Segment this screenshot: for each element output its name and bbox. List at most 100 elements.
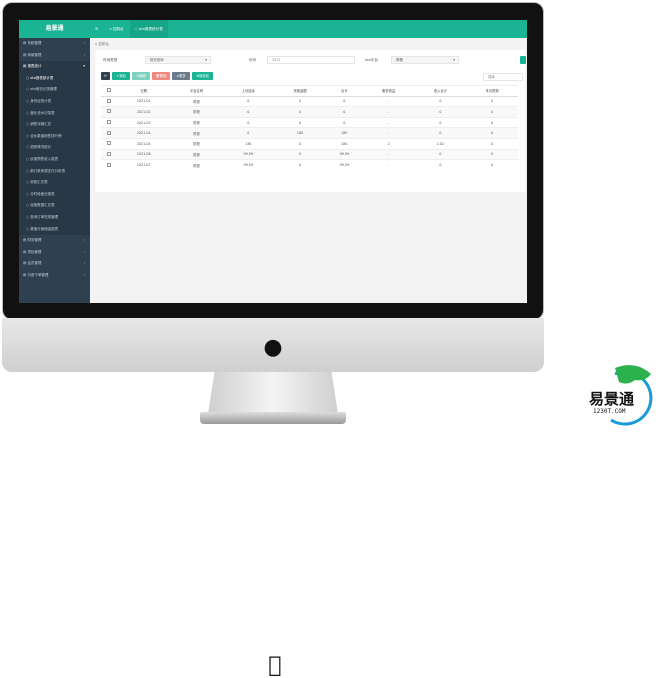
sidebar-subitem-13[interactable]: ○ 渠道分销佣金报表 [19,223,90,236]
column-header[interactable]: 本月提现 [466,85,518,97]
sidebar-bottom-item-1[interactable]: ▤ 项目管理 ‹ [19,247,90,259]
table-cell: - [362,95,415,107]
menu-icon: ○ [26,75,30,80]
sidebar-bottom-item-0[interactable]: ▤ 财务管理 ‹ [19,235,90,247]
table-cell: 99.59 [325,159,363,171]
sidebar-subitem-9[interactable]: ○ 房费汇总表 [19,177,90,189]
edit-button[interactable]: ✎编辑 [132,72,150,80]
menu-icon: ○ [26,191,30,196]
column-header[interactable]: 充值金额 [274,85,326,97]
chevron-icon: ‹ [83,272,85,277]
time-type-select[interactable]: 按月查询 ▾ [145,56,211,64]
chevron-icon: ‹ [83,261,85,266]
sidebar-item-0[interactable]: ▤ 系统管理 ‹ [19,38,90,50]
row-checkbox[interactable] [101,137,117,150]
add-button[interactable]: +添加 [112,72,130,80]
menu-label: 渠道分销佣金报表 [30,226,59,231]
table-cell: 99.99 [325,148,363,160]
table-cell: 2021-06 [116,148,171,160]
table-cell: 0 [414,159,467,171]
menu-label: 商城管理 [27,52,42,57]
menu-label: ota报表统计表 [30,75,54,80]
column-header[interactable]: 上月结余 [222,85,275,97]
delete-button[interactable]: 🗑删除 [152,72,170,80]
sidebar-subitem-10[interactable]: ○ 分时段营业报表 [19,188,90,201]
row-checkbox[interactable] [101,95,117,107]
more-button[interactable]: ≡更多 [172,72,190,80]
refresh-button[interactable]: ⟳ [101,72,110,80]
monitor-stand [208,372,338,414]
sidebar-subitem-7[interactable]: ○ 民宿预售收入报表 [19,153,90,166]
table-cell: 180 [325,137,363,150]
tab-ota-report[interactable]: ◌ ota报表统计表 [129,20,168,38]
sidebar-subitem-11[interactable]: ○ 经营数据汇总表 [19,200,90,212]
table-cell: 0 [222,127,275,139]
column-header[interactable]: 日期 [116,85,171,97]
table-cell: 0 [274,95,326,107]
menu-label: 营业流水记录表 [30,110,55,115]
row-checkbox[interactable] [101,116,117,128]
apple-logo: ● [263,335,283,360]
svg-text:1230T.COM: 1230T.COM [593,408,626,415]
table-cell: 0 [466,95,518,107]
table-cell: 携程 [170,116,223,128]
sidebar-subitem-12[interactable]: ○ 查询订单完成管理 [19,211,90,224]
menu-icon: ○ [26,156,30,161]
search-input[interactable]: 搜索 [483,73,523,81]
apple-logo-icon:  [265,654,285,678]
sidebar-subitem-0[interactable]: ○ ota报表统计表 [19,72,90,85]
row-checkbox[interactable] [101,106,117,118]
recycle-bin-button[interactable]: ♻回收站 [192,72,213,80]
tab-console[interactable]: ⌂ 控制台 [109,27,124,31]
table-cell: 2021-04 [116,127,171,139]
table-row[interactable]: 2021-06 携程 99.99 0 99.99-0 0 [101,148,518,160]
table-cell: 0 [274,159,326,171]
table-cell: 0 [414,106,467,118]
sidebar-subitem-4[interactable]: ○ 销售详细汇总 [19,119,90,131]
menu-icon: ▤ [23,41,27,45]
table-row[interactable]: 2021-02 携程 0 0 0-0 0 [101,106,518,118]
table-row[interactable]: 2021-04 携程 0 180 180-0 0 [101,127,518,139]
sidebar-item-1[interactable]: ▤ 商城管理 ‹ [19,50,90,62]
table-cell: 0 [414,148,467,160]
ota-label: ota平台 [365,58,378,62]
table-cell: 99.59 [222,159,275,171]
sidebar-bottom-item-2[interactable]: ▤ 会员管理 ‹ [19,258,90,270]
table-row[interactable]: 2021-05 携程 138 0 180 2 2.02 0 [101,137,518,150]
menu-label: 项目管理 [27,249,42,254]
menu-label: 房费汇总表 [30,180,48,185]
sidebar-item-2[interactable]: ▤ 报表统计 ▾ [19,61,90,73]
table-row[interactable]: 2021-01 携程 0 0 0-0 0 [101,95,518,107]
sidebar-bottom-item-3[interactable]: ▤ 抖音下单管理 ‹ [19,270,90,282]
chevron-icon: ▾ [83,64,85,69]
menu-label: 新订单房源支付分析表 [30,168,66,173]
sidebar-subitem-8[interactable]: ○ 新订单房源支付分析表 [19,165,90,178]
year-input[interactable]: 2021 [267,56,355,64]
ota-select[interactable]: 携程 ▾ [391,56,459,64]
sidebar-subitem-5[interactable]: ○ 合伙渠道销售排行榜 [19,130,90,143]
svg-text:易景通: 易景通 [589,390,634,408]
sidebar-subitem-2[interactable]: ○ 身份证统计表 [19,95,90,108]
row-checkbox[interactable] [101,148,117,160]
sidebar-subitem-1[interactable]: ○ ota房态记录管理 [19,84,90,96]
select-all-checkbox[interactable] [101,85,117,97]
column-header[interactable]: 平台名称 [170,85,223,97]
table-cell: - [362,106,415,118]
row-checkbox[interactable] [101,127,117,139]
menu-icon: ▤ [23,64,27,69]
table-row[interactable]: 2021-03 携程 0 0 0-0 0 [101,116,518,128]
column-header[interactable]: 合计 [325,85,363,97]
menu-label: 经营数据汇总表 [30,203,55,208]
table-cell: 携程 [170,148,223,160]
column-header[interactable]: 收入合计 [414,85,467,97]
monitor-chin:  [2,318,544,678]
row-checkbox[interactable] [101,159,117,171]
menu-toggle-icon[interactable]: ☰ [95,27,99,31]
table-cell: - [362,127,415,139]
breadcrumb[interactable]: ⌂ 控制台 [95,42,109,46]
column-header[interactable]: 服务收益 [362,85,415,97]
table-row[interactable]: 2021-07 携程 99.59 0 99.59-0 0 [101,159,518,171]
sidebar-subitem-6[interactable]: ○ 退房情况统计 [19,142,90,154]
search-submit-button[interactable] [520,56,526,64]
sidebar-subitem-3[interactable]: ○ 营业流水记录表 [19,107,90,120]
